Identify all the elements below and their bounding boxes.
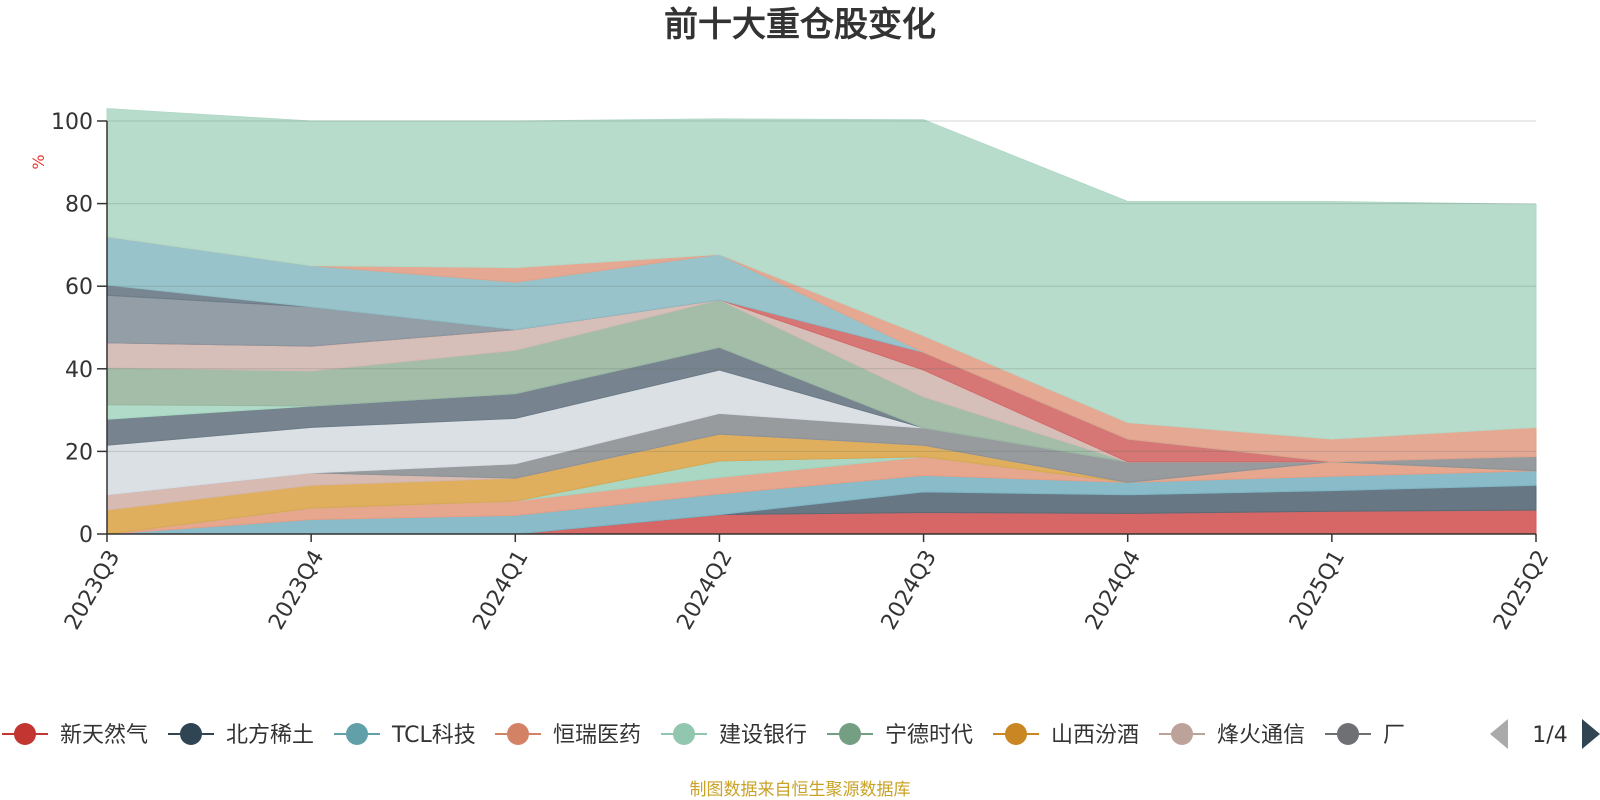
legend[interactable]: 新天然气 北方稀土 TCL科技 恒瑞医药 建设银行 宁德时代 山西汾酒 烽火通信 厂 1/4 xyxy=(2,714,1600,754)
legend-item-8[interactable]: 烽火通信 xyxy=(1159,723,1305,748)
plot-area xyxy=(106,108,1537,535)
legend-label: 新天然气 xyxy=(60,723,148,748)
pager-indicator: 1/4 xyxy=(1532,723,1567,748)
y-tick-label: 0 xyxy=(79,523,93,548)
pager-background xyxy=(1466,714,1600,754)
y-tick-label: 40 xyxy=(65,358,93,383)
y-tick-label: 80 xyxy=(65,193,93,218)
area-series-20 xyxy=(106,108,1537,440)
pager-prev-arrow-icon[interactable] xyxy=(1490,719,1508,749)
legend-marker-icon xyxy=(507,723,529,745)
grid-lines xyxy=(107,120,1536,452)
chart-title: 前十大重仓股变化 xyxy=(664,5,936,45)
x-tick-label: 2023Q4 xyxy=(264,546,329,634)
legend-label: 恒瑞医药 xyxy=(553,723,641,748)
legend-label: 宁德时代 xyxy=(885,723,973,748)
legend-marker-icon xyxy=(673,723,695,745)
legend-label: 北方稀土 xyxy=(226,723,314,748)
legend-item-2[interactable]: 北方稀土 xyxy=(168,723,314,748)
x-tick-label: 2023Q3 xyxy=(60,546,125,634)
x-tick-label: 2024Q1 xyxy=(468,546,533,634)
y-tick-label: 20 xyxy=(65,440,93,465)
legend-marker-icon xyxy=(346,723,368,745)
data-source-note: 制图数据来自恒生聚源数据库 xyxy=(690,780,911,800)
legend-item-5[interactable]: 建设银行 xyxy=(661,723,807,748)
y-tick-label: 60 xyxy=(65,275,93,300)
legend-item-4[interactable]: 恒瑞医药 xyxy=(495,723,641,748)
legend-marker-icon xyxy=(1337,723,1359,745)
legend-label: 建设银行 xyxy=(719,723,807,748)
pager-next-arrow-icon[interactable] xyxy=(1582,719,1600,749)
x-tick-label: 2025Q1 xyxy=(1285,546,1350,634)
legend-item-1[interactable]: 新天然气 xyxy=(2,723,148,748)
legend-item-9[interactable]: 厂 xyxy=(1325,723,1405,748)
legend-label: 烽火通信 xyxy=(1217,723,1305,748)
legend-marker-icon xyxy=(839,723,861,745)
legend-marker-icon xyxy=(14,723,36,745)
legend-item-3[interactable]: TCL科技 xyxy=(334,723,476,748)
x-tick-label: 2024Q2 xyxy=(672,546,737,634)
legend-label: 厂 xyxy=(1383,723,1405,748)
y-tick-label: 100 xyxy=(51,110,93,135)
legend-label: 山西汾酒 xyxy=(1051,723,1139,748)
legend-marker-icon xyxy=(180,723,202,745)
x-tick-label: 2025Q2 xyxy=(1489,546,1554,634)
legend-label: TCL科技 xyxy=(391,723,476,748)
legend-pager: 1/4 xyxy=(1466,714,1600,754)
y-axis-unit: % xyxy=(29,154,48,169)
x-tick-label: 2024Q3 xyxy=(877,546,942,634)
legend-marker-icon xyxy=(1171,723,1193,745)
legend-item-6[interactable]: 宁德时代 xyxy=(827,723,973,748)
legend-marker-icon xyxy=(1005,723,1027,745)
x-tick-label: 2024Q4 xyxy=(1081,546,1146,634)
legend-item-7[interactable]: 山西汾酒 xyxy=(993,723,1139,748)
